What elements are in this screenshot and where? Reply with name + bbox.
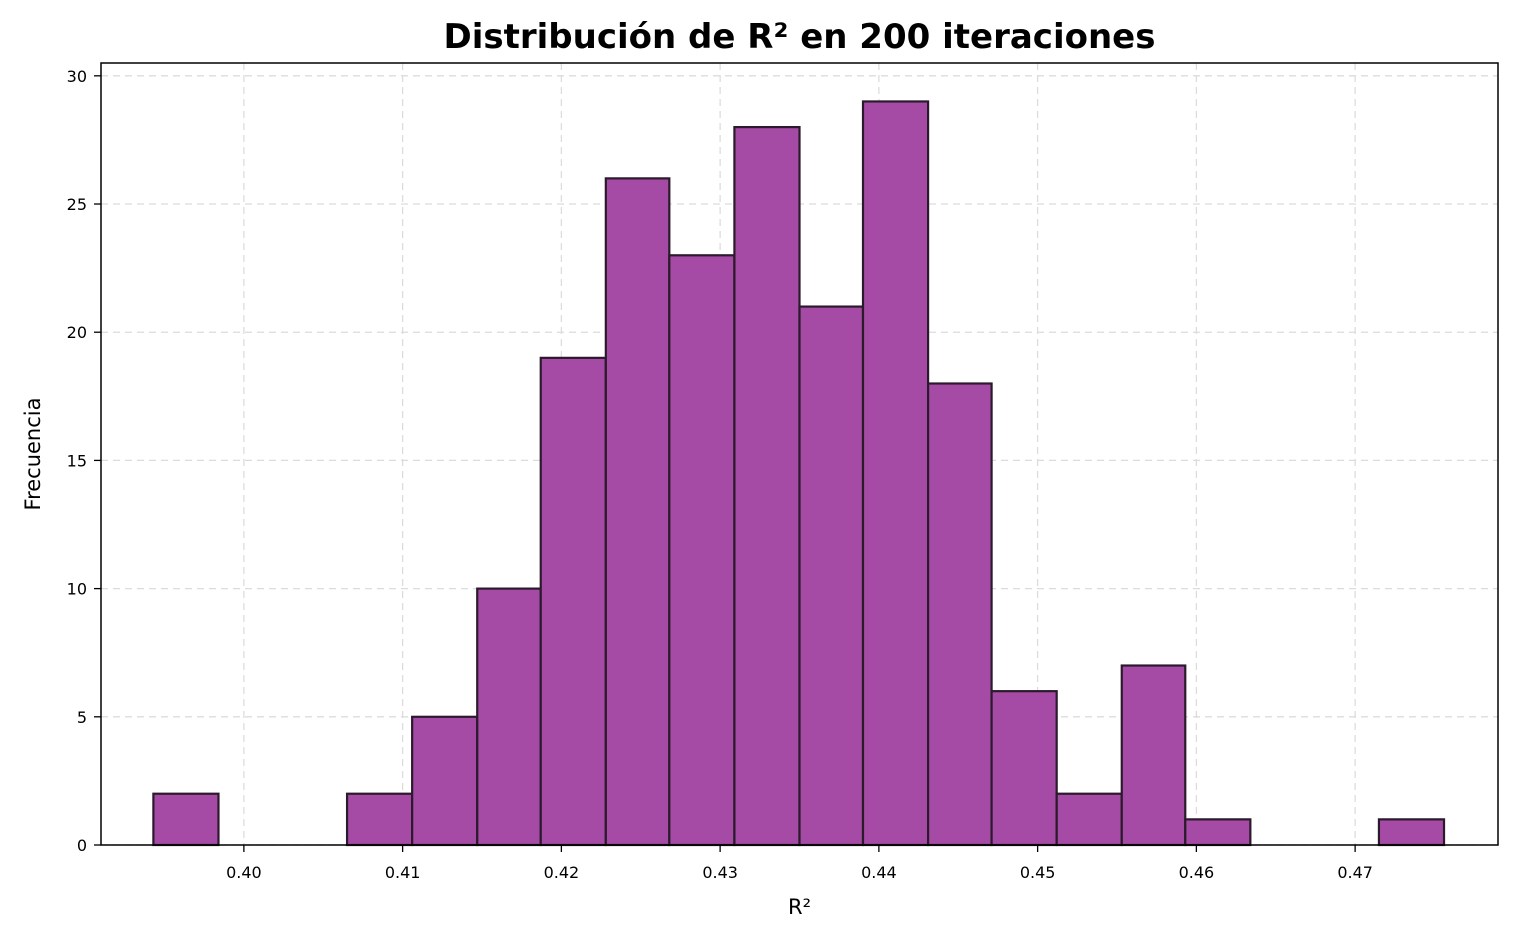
histogram-bar <box>990 690 1058 847</box>
y-axis-label: Frecuencia <box>21 398 45 511</box>
histogram-bar <box>1120 664 1187 847</box>
y-tick-label: 30 <box>67 67 87 86</box>
histogram-bar <box>1184 818 1252 847</box>
histogram-bar <box>926 382 993 847</box>
histogram-bar <box>604 177 671 847</box>
x-tick-label: 0.46 <box>1179 863 1215 882</box>
bars-layer <box>152 100 1446 847</box>
histogram-bar <box>798 305 865 847</box>
x-axis-label: R² <box>788 895 811 919</box>
histogram-bar <box>1055 792 1123 847</box>
histogram-bar <box>345 792 414 847</box>
x-tick-label: 0.43 <box>702 863 738 882</box>
y-tick-label: 25 <box>67 195 87 214</box>
x-tick-label: 0.41 <box>385 863 421 882</box>
histogram-bar <box>1377 818 1446 847</box>
plot-frame <box>100 62 1499 846</box>
x-tick-label: 0.40 <box>226 863 262 882</box>
ticks-layer: 0.40 0.41 0.42 0.43 0.44 0.45 0.46 0.47 0 5 10 15 20… <box>67 67 1373 882</box>
y-tick-label: 10 <box>67 580 87 599</box>
y-tick-label: 15 <box>67 451 87 470</box>
histogram-bar <box>539 356 607 847</box>
histogram-bar <box>861 100 930 847</box>
x-tick-label: 0.45 <box>1020 863 1056 882</box>
y-tick-label: 20 <box>67 323 87 342</box>
histogram-bar <box>476 587 542 847</box>
histogram-bar <box>733 125 801 847</box>
x-tick-label: 0.42 <box>544 863 580 882</box>
x-tick-label: 0.47 <box>1337 863 1373 882</box>
histogram-bar <box>152 792 220 847</box>
x-tick-label: 0.44 <box>861 863 897 882</box>
chart-title: Distribución de R² en 200 iteraciones <box>444 17 1156 57</box>
y-tick-label: 0 <box>77 836 87 855</box>
histogram-bar <box>411 715 479 847</box>
histogram-bar <box>668 254 736 847</box>
y-tick-label: 5 <box>77 708 87 727</box>
